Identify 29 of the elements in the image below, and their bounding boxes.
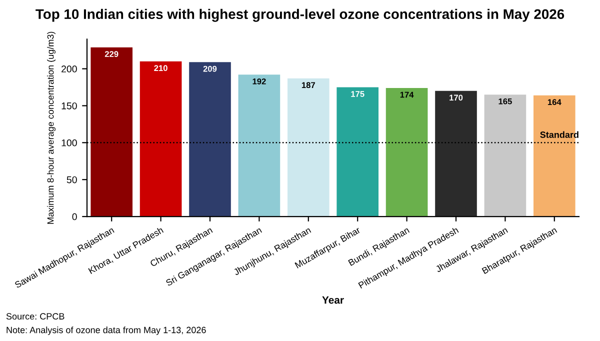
data-label: 175 [351, 91, 364, 97]
y-tick-label: 150 [62, 102, 77, 110]
y-tick-label: 0 [72, 213, 77, 220]
data-label: 174 [400, 92, 414, 98]
text: Note: Analysis of ozone data from May 1-13, 2026 [6, 326, 206, 335]
x-axis-title: Year [322, 296, 344, 304]
data-label: 229 [104, 51, 118, 58]
bar [287, 78, 330, 217]
bar [386, 88, 428, 217]
bar [238, 74, 280, 217]
y-tick-label: 50 [66, 176, 77, 184]
data-label: 209 [203, 66, 217, 72]
bar [435, 90, 477, 217]
data-label: 210 [154, 65, 168, 72]
bar [90, 47, 133, 217]
bar [336, 87, 379, 217]
y-tick-label: 100 [62, 139, 77, 146]
data-label: 170 [450, 94, 463, 101]
data-label: 192 [252, 78, 266, 84]
data-label: 164 [548, 99, 562, 106]
data-label: 165 [498, 98, 512, 104]
bar [140, 61, 182, 217]
bar [189, 62, 231, 217]
bar [484, 94, 526, 217]
y-axis-title: Maximum 8-hour average concentration (ug/m3) [47, 32, 56, 224]
chart-title: Top 10 Indian cities with highest ground-level ozone concentrations in May 2026 [36, 8, 564, 22]
source-note: Source: CPCB [6, 313, 64, 320]
y-tick-label: 200 [62, 66, 77, 72]
data-label: 187 [302, 82, 315, 88]
